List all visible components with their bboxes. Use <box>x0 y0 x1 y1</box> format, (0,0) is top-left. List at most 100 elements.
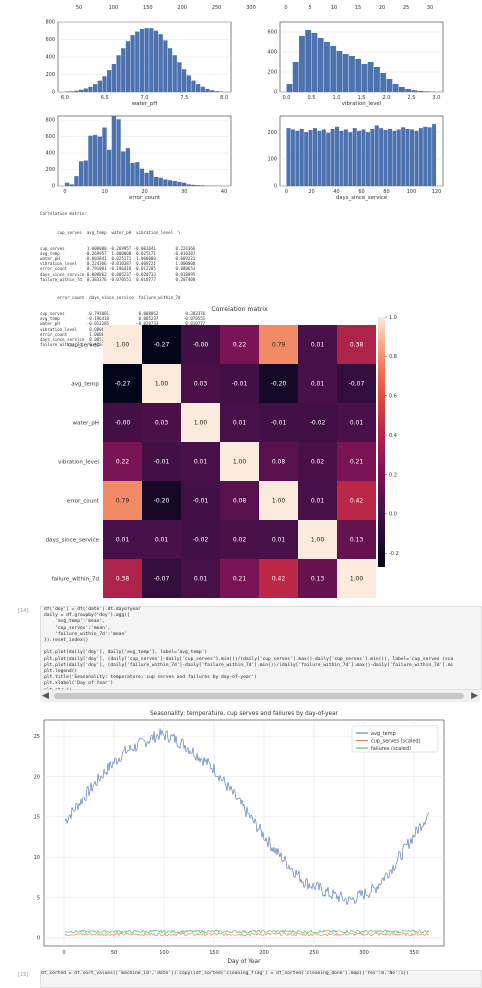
histogram-bar <box>116 55 120 92</box>
histogram-bar <box>163 40 167 92</box>
histogram-bar <box>418 91 424 92</box>
histogram-bar <box>399 87 405 92</box>
legend-label: avg_temp <box>371 731 396 737</box>
histogram-bar <box>126 148 130 186</box>
tick-label: 400 <box>267 50 277 56</box>
heatmap-cell-label: 0.03 <box>194 381 208 388</box>
heatmap-cell-label: 0.79 <box>116 498 130 505</box>
tick-label: 400 <box>45 55 55 61</box>
heatmap-cell-label: 0.21 <box>350 459 364 466</box>
tick-label: 200 <box>45 167 55 173</box>
histogram-bar <box>388 129 392 186</box>
histogram-bar <box>168 180 172 186</box>
histogram-bar <box>140 169 144 186</box>
histogram-bar <box>305 30 311 92</box>
heatmap-cell-label: 0.22 <box>233 342 247 349</box>
correlation-text-title: Correlation matrix: <box>40 211 480 216</box>
tick-label: 100 <box>267 157 277 163</box>
histogram-bar <box>135 162 139 186</box>
tick-label: 30 <box>427 5 433 11</box>
heatmap-row-label: vibration_level <box>58 460 99 466</box>
heatmap-cell-label: -0.20 <box>154 498 170 505</box>
histogram-bar <box>386 79 392 92</box>
histogram-bar <box>397 129 401 186</box>
code-cell-15[interactable]: df_sorted = df.sort_values(['machine_id'… <box>40 970 482 988</box>
colorbar-tick-label: 0.6 <box>389 394 397 400</box>
histogram-bar <box>74 91 78 92</box>
heatmap-row-label: failure_within_7d <box>52 577 100 583</box>
heatmap-title: Correlation matrix <box>211 306 268 313</box>
histogram-bar <box>379 128 383 186</box>
seasonality-line-chart: Seasonality: temperature, cup serves and… <box>0 706 482 966</box>
histogram-bar <box>88 87 92 92</box>
histogram-bar <box>116 119 120 186</box>
legend-label: failures (scaled) <box>371 746 411 752</box>
histogram-bar <box>140 29 144 92</box>
legend-label: cup_serves (scaled) <box>371 738 421 744</box>
colorbar <box>378 317 385 567</box>
histogram-bar <box>98 81 102 92</box>
heatmap-cell-label: -0.27 <box>115 381 131 388</box>
histogram-bar <box>173 181 177 186</box>
heatmap-cell-label: 0.79 <box>272 342 286 349</box>
heatmap-cell-label: 0.01 <box>116 537 130 544</box>
histogram-bar <box>145 28 149 92</box>
histogram-bar <box>215 91 219 92</box>
tick-label: 50 <box>76 5 82 11</box>
histogram-bar <box>357 131 361 186</box>
code-line: df_sorted['cleaning_flag'] = df_sorted['… <box>196 971 409 976</box>
colorbar-tick-label: 0.8 <box>389 354 397 360</box>
histogram-bar <box>149 28 153 92</box>
scroll-left-icon[interactable]: ◀ <box>42 691 49 701</box>
tick-label: 600 <box>267 30 277 36</box>
tick-label: 40 <box>221 189 227 195</box>
histogram-bar <box>362 64 368 92</box>
scroll-right-icon[interactable]: ▶ <box>471 691 478 701</box>
heatmap-cell-label: -0.07 <box>154 576 170 583</box>
heatmap-cell-label: 0.08 <box>233 498 247 505</box>
tick-label: 200 <box>259 950 269 956</box>
correlation-block2-header: error_count days_since_service failure_w… <box>40 295 480 300</box>
heatmap-cell-label: 0.01 <box>311 498 325 505</box>
heatmap-cell-label: 0.42 <box>350 498 364 505</box>
heatmap-cell-label: 0.01 <box>233 420 247 427</box>
line-chart-title: Seasonality: temperature, cup serves and… <box>150 711 339 717</box>
tick-label: 600 <box>45 37 55 43</box>
histogram-bar <box>201 185 205 186</box>
tick-label: 0 <box>274 90 277 96</box>
tick-label: 20 <box>379 5 385 11</box>
tick-label: 0.5 <box>308 95 316 101</box>
heatmap-cell-label: -0.01 <box>193 498 209 505</box>
heatmap-cell-label: 1.00 <box>194 420 208 427</box>
scrollbar-thumb[interactable] <box>54 693 464 699</box>
histogram-bar <box>191 81 195 92</box>
tick-label: 1.0 <box>333 95 341 101</box>
histogram-bar <box>93 135 97 186</box>
histogram-bar <box>74 176 78 186</box>
tick-label: 0 <box>37 936 40 942</box>
histogram-bar <box>130 35 134 92</box>
tick-label: 10 <box>102 189 108 195</box>
tick-label: 200 <box>267 70 277 76</box>
histogram-bar <box>70 91 74 92</box>
horizontal-scrollbar[interactable]: ◀ ▶ <box>40 690 480 702</box>
tick-label: 15 <box>355 5 361 11</box>
histogram-bar <box>210 90 214 92</box>
heatmap-cell-label: 0.02 <box>233 537 247 544</box>
heatmap-cell-label: 1.00 <box>116 342 130 349</box>
tick-label: 2.5 <box>408 95 416 101</box>
histogram-bar <box>287 84 293 92</box>
tick-label: 120 <box>432 189 442 195</box>
code-line: plt.plot(daily['doy'], (daily['failure_w… <box>41 663 481 669</box>
tick-label: 350 <box>409 950 419 956</box>
histogram-bar <box>102 76 106 92</box>
heatmap-cell-label: -0.20 <box>271 381 287 388</box>
histogram-bar <box>380 73 386 92</box>
tick-label: 800 <box>45 118 55 124</box>
histogram-bar <box>84 89 88 93</box>
histogram-bar <box>423 127 427 186</box>
colorbar-tick-label: 0.2 <box>389 472 397 478</box>
histogram-bar <box>335 127 339 186</box>
